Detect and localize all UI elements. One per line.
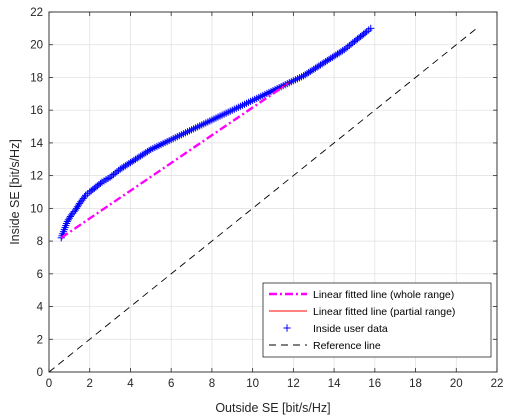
y-tick-label: 16 — [30, 105, 43, 117]
x-tick-label: 2 — [87, 378, 93, 390]
data-point-marker — [62, 219, 71, 228]
data-point-marker — [73, 203, 82, 211]
series-linear-fitted-line-whole-range — [60, 83, 288, 239]
y-tick-label: 0 — [37, 367, 43, 379]
data-point-marker — [216, 112, 224, 120]
legend-item-linear-fitted-line-whole-range: Linear fitted line (whole range) — [269, 289, 454, 301]
data-point-marker — [196, 122, 204, 130]
y-axis-label: Inside SE [bit/s/Hz] — [8, 139, 22, 245]
y-tick-label: 14 — [30, 138, 43, 150]
data-point-marker — [69, 209, 77, 217]
y-tick-label: 8 — [37, 236, 43, 248]
data-point-marker — [337, 48, 345, 56]
data-point-marker — [226, 107, 234, 115]
x-tick-label: 8 — [209, 378, 215, 390]
data-point-marker — [316, 61, 325, 69]
data-point-marker — [175, 132, 183, 140]
data-point-marker — [297, 73, 306, 81]
series-layer — [48, 24, 477, 373]
y-tick-label: 22 — [30, 7, 43, 19]
legend-label: Linear fitted line (partial range) — [313, 306, 455, 318]
data-point-marker — [360, 30, 368, 38]
legend-label: Inside user data — [313, 323, 388, 335]
y-tick-label: 4 — [37, 302, 44, 314]
data-point-marker — [155, 141, 163, 150]
data-point-marker — [257, 92, 265, 101]
y-tick-label: 12 — [30, 171, 43, 183]
data-point-marker — [133, 154, 141, 162]
data-point-marker — [267, 87, 275, 96]
x-tick-label: 20 — [450, 378, 463, 390]
data-point-marker — [185, 127, 194, 135]
x-tick-label: 18 — [409, 378, 422, 390]
series-line — [60, 83, 288, 239]
y-tick-label: 18 — [30, 72, 43, 84]
plot-frame — [48, 11, 498, 373]
data-point-marker — [143, 148, 152, 156]
legend-marker — [283, 324, 291, 332]
data-point-marker — [145, 146, 153, 155]
y-tick-label: 2 — [37, 334, 43, 346]
data-point-marker — [327, 54, 335, 62]
series-line — [48, 28, 477, 373]
legend-item-inside-user-data: Inside user data — [283, 323, 388, 335]
x-tick-label: 14 — [328, 378, 341, 390]
y-tick-label: 6 — [37, 269, 43, 281]
legend-item-reference-line: Reference line — [269, 340, 381, 352]
data-point-marker — [80, 193, 89, 201]
legend: Linear fitted line (whole range) Linear f… — [262, 282, 492, 358]
series-inside-user-data — [57, 24, 375, 242]
legend-label: Linear fitted line (whole range) — [313, 289, 454, 301]
data-point-marker — [65, 214, 73, 222]
y-tick-label: 10 — [30, 203, 43, 215]
data-point-marker — [165, 137, 173, 145]
data-point-marker — [365, 26, 373, 34]
data-point-marker — [353, 35, 362, 43]
data-point-marker — [95, 181, 103, 189]
x-tick-label: 0 — [46, 378, 52, 390]
data-point-marker — [206, 117, 214, 125]
x-tick-labels: 0 2 4 6 8 10 12 14 16 18 20 22 — [46, 378, 504, 390]
y-tick-labels: 0 2 4 6 8 10 12 14 16 18 20 22 — [30, 7, 43, 379]
y-tick-label: 20 — [30, 40, 43, 52]
data-point-marker — [104, 174, 112, 183]
data-point-marker — [247, 97, 255, 105]
x-tick-label: 22 — [491, 378, 504, 390]
data-point-marker — [306, 67, 314, 76]
x-tick-label: 12 — [287, 378, 300, 390]
data-point-marker — [236, 102, 245, 110]
data-point-marker — [113, 168, 121, 176]
series-reference-line — [48, 28, 477, 373]
x-tick-label: 10 — [246, 378, 259, 390]
legend-label: Reference line — [313, 340, 381, 352]
x-tick-label: 6 — [168, 378, 174, 390]
data-point-marker — [347, 40, 355, 48]
data-point-marker — [123, 161, 131, 169]
x-tick-label: 16 — [368, 378, 381, 390]
x-tick-label: 4 — [127, 378, 134, 390]
data-point-marker — [89, 185, 97, 194]
legend-box — [262, 282, 492, 358]
data-point-marker — [79, 194, 87, 203]
legend-item-linear-fitted-line-partial-range: Linear fitted line (partial range) — [269, 306, 455, 318]
x-axis-label: Outside SE [bit/s/Hz] — [215, 401, 330, 415]
data-point-marker — [287, 78, 295, 86]
